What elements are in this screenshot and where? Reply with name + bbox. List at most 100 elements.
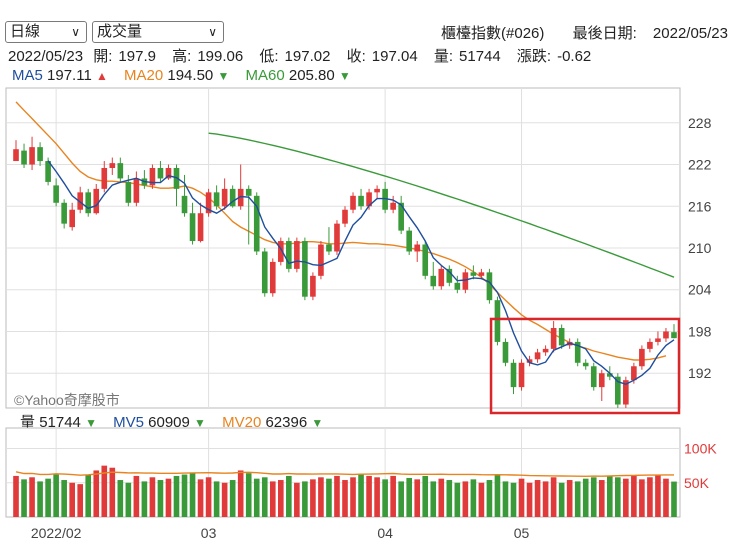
volume-bar [526, 482, 533, 517]
candle-body [334, 223, 340, 252]
volume-bar [406, 477, 413, 517]
volume-bar [277, 480, 284, 517]
volume-bar [125, 482, 132, 517]
volume-bar [286, 475, 292, 517]
volume-bar [478, 482, 485, 517]
volume-bar [350, 477, 356, 517]
candle-body [631, 366, 637, 381]
ma5-value: 197.11 [47, 67, 92, 84]
candle-body [326, 244, 332, 252]
mv20-value: 62396 [265, 414, 308, 431]
arrow-down-icon: ▼ [338, 69, 351, 83]
volume-bar [213, 481, 220, 517]
candle-body [318, 244, 324, 276]
candle-body [623, 380, 629, 405]
candle-body [286, 241, 292, 269]
candle-body [125, 181, 132, 203]
candle-body [117, 163, 124, 179]
volume-bar [221, 482, 228, 517]
candle-body [494, 300, 501, 342]
volume-bar [101, 465, 108, 517]
candle-body [181, 195, 188, 214]
open-value: 197.9 [118, 48, 156, 65]
candle-body [470, 272, 477, 276]
quote-date: 2022/05/23 [8, 48, 84, 65]
volume-bar [45, 478, 51, 517]
volume-bar [61, 480, 67, 517]
candle-body [37, 147, 43, 162]
period-select[interactable]: 日線 ∨ [5, 21, 87, 43]
mv5-value: 60909 [148, 414, 190, 431]
arrow-down-icon: ▼ [194, 416, 206, 430]
volume-bar [631, 475, 637, 517]
volume-bar [470, 479, 477, 517]
volume-bar [574, 481, 581, 517]
candle-body [462, 272, 469, 290]
watermark: ©Yahoo奇摩股市 [14, 392, 120, 408]
volume-tick-label: 100K [684, 441, 717, 457]
candle-body [189, 213, 196, 242]
candle-body [157, 168, 164, 179]
volume-legend: 量 51744 ▼ MV5 60909 ▼ MV20 62396 ▼ [20, 411, 335, 432]
price-tick-label: 192 [688, 365, 712, 381]
x-tick-label: 05 [514, 525, 530, 541]
volume-bar [229, 480, 236, 517]
last-date: 2022/05/23 [652, 25, 728, 42]
candle-body [534, 352, 541, 360]
candle-body [13, 149, 19, 162]
volume-bar [502, 481, 509, 517]
volume-bar [438, 478, 445, 517]
candle-body [205, 192, 212, 214]
volume-bar [606, 475, 613, 517]
price-tick-label: 216 [688, 198, 712, 214]
candle-body [109, 163, 116, 168]
candle-body [582, 362, 589, 367]
candle-body [77, 192, 84, 210]
volume-legend-value: 51744 [39, 414, 81, 431]
volume-bar [647, 477, 653, 517]
quote-line: 2022/05/23 開: 197.9 高: 199.06 低: 197.02 收: 1… [8, 45, 603, 66]
volume-bar [253, 478, 260, 517]
volume-bar [582, 478, 589, 517]
price-tick-label: 228 [688, 115, 712, 131]
arrow-down-icon: ▼ [217, 69, 230, 83]
volume-bar [550, 477, 557, 517]
chart-header: 櫃檯指數(#026) 最後日期: 2022/05/23 [429, 22, 728, 43]
candle-body [518, 362, 525, 388]
volume-bar [13, 475, 19, 517]
candle-body [374, 188, 380, 193]
volume-bar [173, 475, 180, 517]
volume-bar [21, 479, 27, 517]
volume-bar [430, 481, 437, 517]
volume-bar [237, 470, 244, 517]
price-tick-label: 222 [688, 157, 712, 173]
volume-bar [454, 482, 461, 517]
candle-body [61, 202, 67, 224]
candle-body [269, 261, 276, 294]
candle-body [29, 147, 35, 165]
volume-bar [29, 477, 35, 517]
volume-bar [117, 480, 124, 517]
volume-bar [534, 480, 541, 517]
change-label: 漲跌: [516, 48, 552, 65]
volume-bar [542, 481, 549, 517]
volume-bar [334, 475, 340, 517]
candle-body [598, 373, 605, 388]
candle-body [93, 188, 100, 214]
volume-bar [390, 475, 396, 517]
volume-bar [294, 482, 300, 517]
volume-bar [261, 477, 268, 517]
volume-bar [590, 477, 597, 517]
volume-bar [655, 474, 661, 517]
ma60-value: 205.80 [288, 67, 335, 84]
candle-body [590, 366, 597, 388]
candle-body [310, 275, 316, 297]
candle-body [550, 328, 557, 349]
candle-body [615, 376, 621, 405]
indicator-select[interactable]: 成交量 ∨ [92, 21, 224, 43]
candle-body [606, 373, 613, 377]
high-value: 199.06 [197, 48, 244, 65]
high-label: 高: [172, 48, 192, 65]
volume-label: 量: [433, 48, 454, 65]
